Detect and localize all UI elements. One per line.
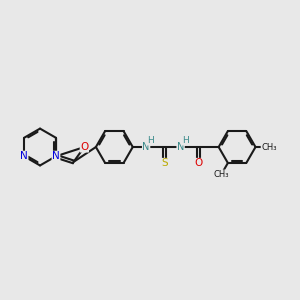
Text: N: N — [177, 142, 184, 152]
Text: N: N — [20, 151, 28, 161]
Text: N: N — [142, 142, 150, 152]
Text: CH₃: CH₃ — [213, 170, 229, 179]
Text: O: O — [194, 158, 202, 168]
Text: H: H — [147, 136, 154, 145]
Text: CH₃: CH₃ — [261, 142, 277, 152]
Text: O: O — [80, 142, 88, 152]
Text: H: H — [182, 136, 188, 145]
Text: S: S — [161, 158, 168, 168]
Text: N: N — [52, 151, 60, 161]
